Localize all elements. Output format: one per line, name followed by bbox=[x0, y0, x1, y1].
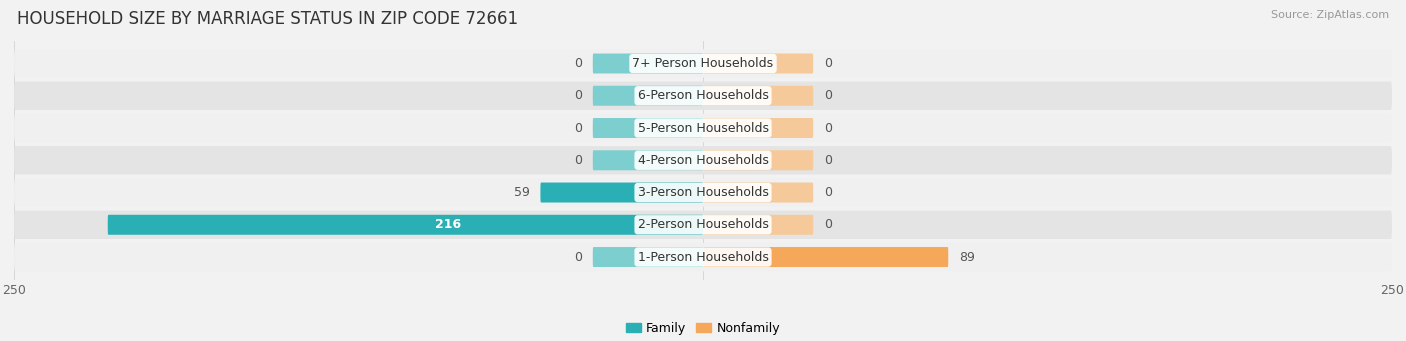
Text: 4-Person Households: 4-Person Households bbox=[637, 154, 769, 167]
FancyBboxPatch shape bbox=[540, 182, 703, 203]
Text: 89: 89 bbox=[959, 251, 976, 264]
Legend: Family, Nonfamily: Family, Nonfamily bbox=[621, 317, 785, 340]
Text: 59: 59 bbox=[513, 186, 530, 199]
FancyBboxPatch shape bbox=[14, 146, 1392, 175]
Text: 0: 0 bbox=[574, 121, 582, 134]
Text: HOUSEHOLD SIZE BY MARRIAGE STATUS IN ZIP CODE 72661: HOUSEHOLD SIZE BY MARRIAGE STATUS IN ZIP… bbox=[17, 10, 517, 28]
FancyBboxPatch shape bbox=[703, 215, 813, 235]
Text: 7+ Person Households: 7+ Person Households bbox=[633, 57, 773, 70]
Text: 0: 0 bbox=[824, 57, 832, 70]
FancyBboxPatch shape bbox=[593, 54, 703, 74]
FancyBboxPatch shape bbox=[593, 150, 703, 170]
FancyBboxPatch shape bbox=[14, 178, 1392, 207]
Text: 1-Person Households: 1-Person Households bbox=[637, 251, 769, 264]
Text: 0: 0 bbox=[574, 154, 582, 167]
Text: 0: 0 bbox=[824, 89, 832, 102]
Text: 0: 0 bbox=[574, 251, 582, 264]
Text: 0: 0 bbox=[574, 89, 582, 102]
Text: 5-Person Households: 5-Person Households bbox=[637, 121, 769, 134]
FancyBboxPatch shape bbox=[703, 86, 813, 106]
FancyBboxPatch shape bbox=[703, 182, 813, 203]
FancyBboxPatch shape bbox=[703, 118, 813, 138]
Text: 0: 0 bbox=[574, 57, 582, 70]
Text: 3-Person Households: 3-Person Households bbox=[637, 186, 769, 199]
FancyBboxPatch shape bbox=[14, 81, 1392, 110]
Text: 2-Person Households: 2-Person Households bbox=[637, 218, 769, 231]
FancyBboxPatch shape bbox=[593, 247, 703, 267]
FancyBboxPatch shape bbox=[703, 247, 948, 267]
FancyBboxPatch shape bbox=[108, 215, 703, 235]
FancyBboxPatch shape bbox=[593, 118, 703, 138]
FancyBboxPatch shape bbox=[14, 243, 1392, 271]
Text: 0: 0 bbox=[824, 218, 832, 231]
FancyBboxPatch shape bbox=[14, 211, 1392, 239]
Text: Source: ZipAtlas.com: Source: ZipAtlas.com bbox=[1271, 10, 1389, 20]
FancyBboxPatch shape bbox=[703, 54, 813, 74]
Text: 0: 0 bbox=[824, 121, 832, 134]
FancyBboxPatch shape bbox=[703, 150, 813, 170]
Text: 0: 0 bbox=[824, 154, 832, 167]
Text: 0: 0 bbox=[824, 186, 832, 199]
FancyBboxPatch shape bbox=[593, 86, 703, 106]
Text: 216: 216 bbox=[434, 218, 461, 231]
Text: 6-Person Households: 6-Person Households bbox=[637, 89, 769, 102]
FancyBboxPatch shape bbox=[14, 49, 1392, 78]
FancyBboxPatch shape bbox=[14, 114, 1392, 142]
